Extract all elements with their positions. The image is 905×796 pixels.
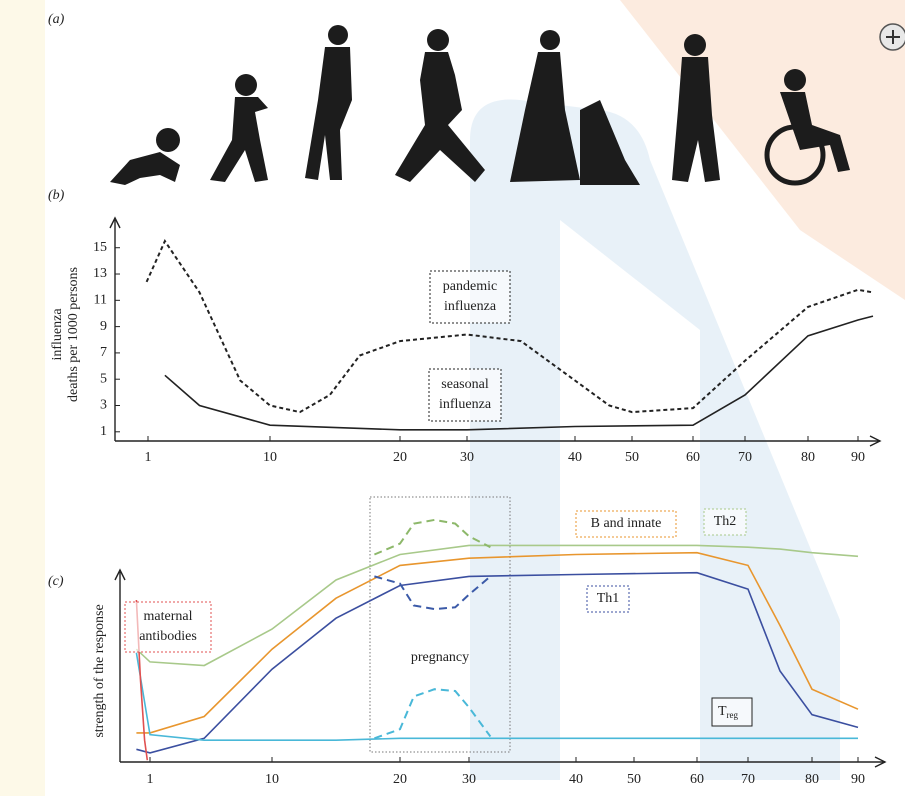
y-tick-label: 1 xyxy=(100,424,107,439)
series-label: Th1 xyxy=(597,591,620,606)
y-axis-label: influenza xyxy=(50,308,65,361)
x-tick-label: 90 xyxy=(851,772,865,787)
panel-label: (b) xyxy=(48,188,65,203)
x-tick-label: 30 xyxy=(462,772,476,787)
series-label: B and innate xyxy=(591,516,662,531)
series-label-line: influenza xyxy=(444,299,497,314)
y-axis-label: deaths per 1000 persons xyxy=(66,267,81,402)
x-tick-label: 70 xyxy=(738,450,752,465)
series-label: Th2 xyxy=(714,514,737,529)
x-tick-label: 70 xyxy=(741,772,755,787)
side-strip xyxy=(0,0,45,796)
series-label-line: influenza xyxy=(439,397,492,412)
x-tick-label: 30 xyxy=(460,450,474,465)
x-tick-label: 10 xyxy=(263,450,277,465)
series-label-line: pandemic xyxy=(443,279,497,294)
x-tick-label: 10 xyxy=(265,772,279,787)
y-tick-label: 13 xyxy=(93,266,107,281)
y-axis-label: strength of the response xyxy=(92,604,107,737)
x-tick-label: 20 xyxy=(393,450,407,465)
x-tick-label: 40 xyxy=(569,772,583,787)
zoom-button[interactable] xyxy=(880,24,905,50)
y-tick-label: 5 xyxy=(100,371,107,386)
x-tick-label: 1 xyxy=(145,450,152,465)
y-tick-label: 15 xyxy=(93,240,107,255)
y-tick-label: 3 xyxy=(100,398,107,413)
x-tick-label: 60 xyxy=(686,450,700,465)
x-tick-label: 80 xyxy=(805,772,819,787)
series-label-line: maternal xyxy=(144,609,193,624)
series-label: pregnancy xyxy=(411,650,469,665)
y-tick-label: 9 xyxy=(100,319,107,334)
x-tick-label: 50 xyxy=(627,772,641,787)
series-label-sub: reg xyxy=(727,710,739,720)
panel-label: (c) xyxy=(48,574,64,589)
y-tick-label: 11 xyxy=(94,293,107,308)
panel-label: (a) xyxy=(48,12,65,27)
series-label-line: seasonal xyxy=(441,377,489,392)
x-tick-label: 1 xyxy=(147,772,154,787)
x-tick-label: 20 xyxy=(393,772,407,787)
figure: (a) (b) (c) 1102030405060708090135791113… xyxy=(0,0,905,796)
x-tick-label: 50 xyxy=(625,450,639,465)
x-tick-label: 60 xyxy=(690,772,704,787)
x-tick-label: 40 xyxy=(568,450,582,465)
x-tick-label: 90 xyxy=(851,450,865,465)
x-tick-label: 80 xyxy=(801,450,815,465)
series-label-line: antibodies xyxy=(139,629,197,644)
y-tick-label: 7 xyxy=(100,345,107,360)
